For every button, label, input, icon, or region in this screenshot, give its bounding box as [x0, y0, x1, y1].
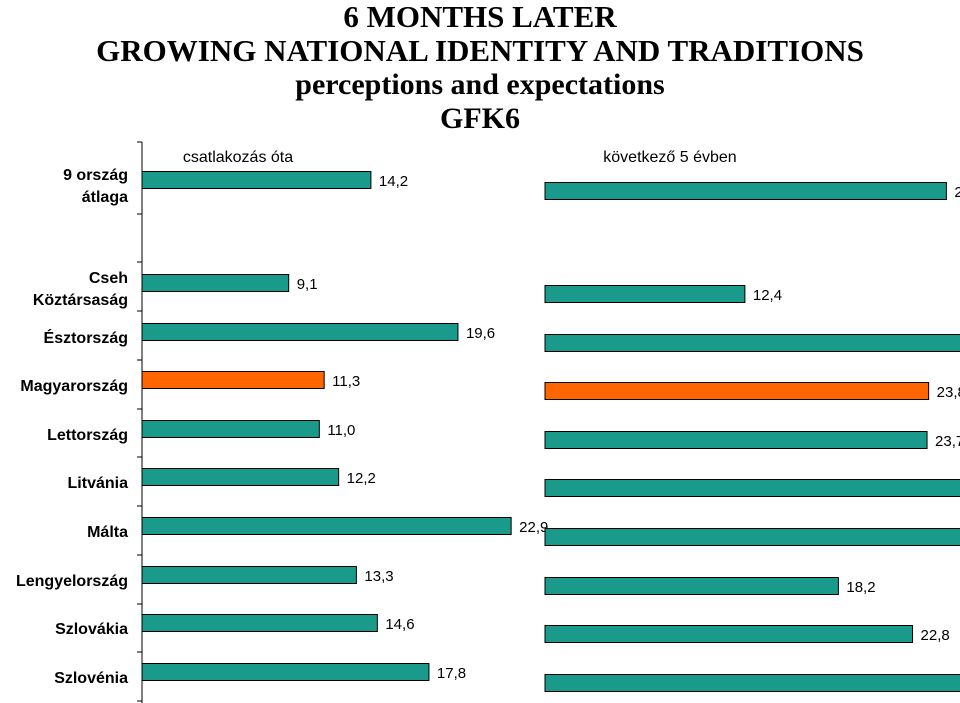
value-label-s0-8: 14,6	[385, 616, 414, 633]
bar-s1-7	[544, 577, 839, 595]
bar-s0-9	[141, 663, 430, 681]
bar-s1-3	[544, 382, 930, 400]
category-label-2: Észtország	[44, 328, 128, 347]
value-label-s1-8: 22,8	[921, 627, 950, 644]
value-label-s1-4: 23,7	[935, 433, 960, 450]
value-label-s0-1: 9,1	[297, 276, 318, 293]
value-label-s1-7: 18,2	[846, 579, 875, 596]
title-line-2: GROWING NATIONAL IDENTITY AND TRADITIONS	[96, 33, 864, 68]
bar-s0-6	[141, 517, 512, 535]
title-line-3: perceptions and expectations	[295, 68, 665, 101]
bar-s1-9	[544, 674, 960, 692]
value-label-s0-6: 22,9	[519, 519, 548, 536]
category-label-8: Szlovákia	[55, 621, 128, 638]
category-label-7: Lengyelország	[16, 573, 128, 590]
value-label-s0-5: 12,2	[347, 470, 376, 487]
value-label-s0-3: 11,3	[332, 373, 360, 390]
bar-s0-8	[141, 614, 378, 632]
category-label-9: Szlovénia	[54, 670, 128, 687]
value-label-s0-9: 17,8	[437, 665, 466, 682]
value-label-s0-0: 14,2	[379, 173, 408, 190]
value-label-s1-1: 12,4	[753, 287, 782, 304]
value-label-s1-3: 23,8	[937, 384, 960, 401]
series-header-1: következő 5 évben	[603, 149, 736, 166]
bar-s0-4	[141, 420, 320, 438]
bar-s1-0	[544, 182, 947, 200]
value-label-s0-2: 19,6	[466, 325, 495, 342]
series-header-0: csatlakozás óta	[183, 149, 293, 166]
category-label-1-line-0: Cseh	[89, 270, 128, 287]
bar-s1-1	[544, 285, 746, 303]
bar-s0-1	[141, 274, 290, 292]
bar-s1-6	[544, 528, 960, 546]
bar-s1-2	[544, 334, 960, 352]
category-label-6: Málta	[87, 524, 128, 541]
bar-s0-2	[141, 323, 459, 341]
title-line-1: 6 MONTHS LATER	[343, 0, 617, 34]
bar-s0-0	[141, 171, 372, 189]
category-label-4: Lettország	[47, 427, 128, 444]
category-label-5: Litvánia	[68, 475, 129, 492]
category-label-0-line-0: 9 ország	[63, 167, 128, 184]
title-line-4: GFK6	[440, 102, 520, 135]
value-label-s0-7: 13,3	[364, 568, 393, 585]
category-label-0-line-1: átlaga	[82, 189, 128, 206]
bar-s0-5	[141, 468, 340, 486]
value-label-s0-4: 11,0	[327, 422, 355, 439]
bar-s1-8	[544, 625, 914, 643]
chart-title-block: 6 MONTHS LATER GROWING NATIONAL IDENTITY…	[0, 0, 960, 136]
bar-s0-7	[141, 566, 357, 584]
bar-s1-4	[544, 431, 928, 449]
bar-s0-3	[141, 371, 325, 389]
category-label-3: Magyarország	[20, 378, 128, 395]
value-label-s1-0: 24,9	[954, 184, 960, 201]
category-label-1-line-1: Köztársaság	[33, 292, 128, 309]
bar-s1-5	[544, 479, 960, 497]
